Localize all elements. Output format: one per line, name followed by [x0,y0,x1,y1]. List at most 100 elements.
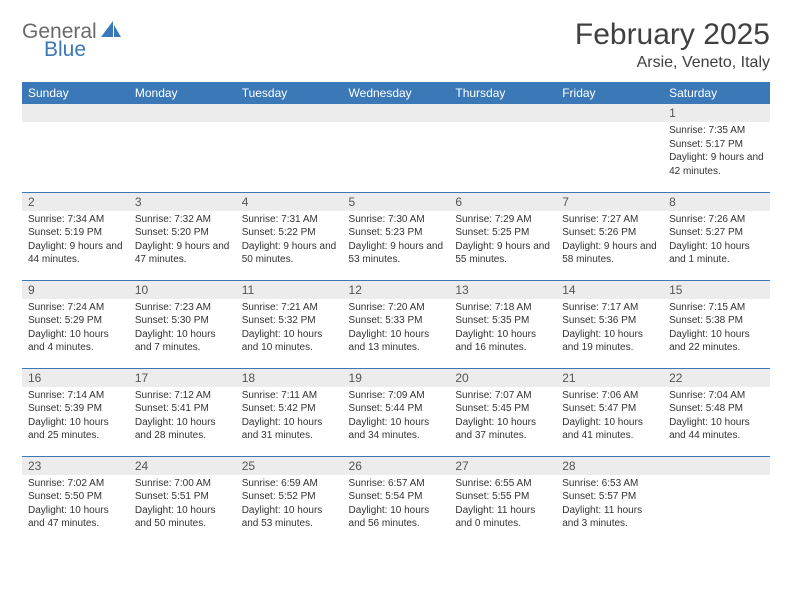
day-number: 23 [22,457,129,475]
day-details: Sunrise: 7:29 AMSunset: 5:25 PMDaylight:… [449,211,556,271]
sunrise-text: Sunrise: 7:34 AM [28,213,123,227]
calendar-week-row: 2Sunrise: 7:34 AMSunset: 5:19 PMDaylight… [22,192,770,280]
sunset-text: Sunset: 5:47 PM [562,402,657,416]
day-details: Sunrise: 7:23 AMSunset: 5:30 PMDaylight:… [129,299,236,359]
sunrise-text: Sunrise: 7:09 AM [349,389,444,403]
calendar-day-cell: 9Sunrise: 7:24 AMSunset: 5:29 PMDaylight… [22,280,129,368]
day-details: Sunrise: 7:00 AMSunset: 5:51 PMDaylight:… [129,475,236,535]
day-details: Sunrise: 7:35 AMSunset: 5:17 PMDaylight:… [663,122,770,182]
daylight-text: Daylight: 10 hours and 37 minutes. [455,416,550,443]
calendar-week-row: 9Sunrise: 7:24 AMSunset: 5:29 PMDaylight… [22,280,770,368]
sunset-text: Sunset: 5:22 PM [242,226,337,240]
sunrise-text: Sunrise: 7:31 AM [242,213,337,227]
day-number: 17 [129,369,236,387]
daylight-text: Daylight: 10 hours and 13 minutes. [349,328,444,355]
calendar-day-cell [22,104,129,192]
daylight-text: Daylight: 10 hours and 41 minutes. [562,416,657,443]
calendar-day-cell: 18Sunrise: 7:11 AMSunset: 5:42 PMDayligh… [236,368,343,456]
title-block: February 2025 Arsie, Veneto, Italy [575,18,770,72]
sunrise-text: Sunrise: 6:57 AM [349,477,444,491]
daylight-text: Daylight: 10 hours and 34 minutes. [349,416,444,443]
sunset-text: Sunset: 5:45 PM [455,402,550,416]
calendar-day-cell: 1Sunrise: 7:35 AMSunset: 5:17 PMDaylight… [663,104,770,192]
day-details: Sunrise: 7:30 AMSunset: 5:23 PMDaylight:… [343,211,450,271]
day-details: Sunrise: 7:27 AMSunset: 5:26 PMDaylight:… [556,211,663,271]
sunrise-text: Sunrise: 7:23 AM [135,301,230,315]
day-number: 25 [236,457,343,475]
day-number: 22 [663,369,770,387]
sunset-text: Sunset: 5:30 PM [135,314,230,328]
calendar-day-cell: 21Sunrise: 7:06 AMSunset: 5:47 PMDayligh… [556,368,663,456]
sunrise-text: Sunrise: 7:02 AM [28,477,123,491]
daylight-text: Daylight: 9 hours and 42 minutes. [669,151,764,178]
calendar-day-cell: 15Sunrise: 7:15 AMSunset: 5:38 PMDayligh… [663,280,770,368]
sunrise-text: Sunrise: 6:55 AM [455,477,550,491]
daylight-text: Daylight: 10 hours and 19 minutes. [562,328,657,355]
calendar-week-row: 1Sunrise: 7:35 AMSunset: 5:17 PMDaylight… [22,104,770,192]
sunset-text: Sunset: 5:52 PM [242,490,337,504]
day-details: Sunrise: 7:02 AMSunset: 5:50 PMDaylight:… [22,475,129,535]
calendar-day-cell: 28Sunrise: 6:53 AMSunset: 5:57 PMDayligh… [556,456,663,544]
day-number: 6 [449,193,556,211]
daylight-text: Daylight: 9 hours and 47 minutes. [135,240,230,267]
location: Arsie, Veneto, Italy [575,54,770,72]
calendar-day-cell [129,104,236,192]
calendar-day-cell: 12Sunrise: 7:20 AMSunset: 5:33 PMDayligh… [343,280,450,368]
daylight-text: Daylight: 10 hours and 4 minutes. [28,328,123,355]
sunrise-text: Sunrise: 7:32 AM [135,213,230,227]
day-details: Sunrise: 7:17 AMSunset: 5:36 PMDaylight:… [556,299,663,359]
daylight-text: Daylight: 10 hours and 16 minutes. [455,328,550,355]
day-number: 7 [556,193,663,211]
day-number [449,104,556,122]
calendar-day-cell: 3Sunrise: 7:32 AMSunset: 5:20 PMDaylight… [129,192,236,280]
calendar-day-cell [449,104,556,192]
day-details: Sunrise: 7:06 AMSunset: 5:47 PMDaylight:… [556,387,663,447]
weekday-monday: Monday [129,82,236,104]
sunset-text: Sunset: 5:17 PM [669,138,764,152]
sunset-text: Sunset: 5:19 PM [28,226,123,240]
calendar-day-cell: 24Sunrise: 7:00 AMSunset: 5:51 PMDayligh… [129,456,236,544]
calendar-header-row: Sunday Monday Tuesday Wednesday Thursday… [22,82,770,104]
calendar-day-cell: 16Sunrise: 7:14 AMSunset: 5:39 PMDayligh… [22,368,129,456]
sunset-text: Sunset: 5:50 PM [28,490,123,504]
daylight-text: Daylight: 9 hours and 55 minutes. [455,240,550,267]
weekday-sunday: Sunday [22,82,129,104]
sunset-text: Sunset: 5:44 PM [349,402,444,416]
sunset-text: Sunset: 5:27 PM [669,226,764,240]
sunset-text: Sunset: 5:36 PM [562,314,657,328]
sunrise-text: Sunrise: 6:53 AM [562,477,657,491]
sunset-text: Sunset: 5:23 PM [349,226,444,240]
calendar-day-cell: 11Sunrise: 7:21 AMSunset: 5:32 PMDayligh… [236,280,343,368]
sunrise-text: Sunrise: 7:14 AM [28,389,123,403]
day-number: 19 [343,369,450,387]
day-number: 27 [449,457,556,475]
day-details: Sunrise: 6:53 AMSunset: 5:57 PMDaylight:… [556,475,663,535]
logo: General Blue [22,18,123,44]
daylight-text: Daylight: 10 hours and 25 minutes. [28,416,123,443]
weekday-tuesday: Tuesday [236,82,343,104]
sunset-text: Sunset: 5:25 PM [455,226,550,240]
day-details: Sunrise: 7:32 AMSunset: 5:20 PMDaylight:… [129,211,236,271]
sunrise-text: Sunrise: 7:21 AM [242,301,337,315]
calendar-day-cell: 13Sunrise: 7:18 AMSunset: 5:35 PMDayligh… [449,280,556,368]
sunset-text: Sunset: 5:54 PM [349,490,444,504]
sunrise-text: Sunrise: 7:29 AM [455,213,550,227]
daylight-text: Daylight: 10 hours and 10 minutes. [242,328,337,355]
calendar-day-cell: 4Sunrise: 7:31 AMSunset: 5:22 PMDaylight… [236,192,343,280]
day-details: Sunrise: 7:14 AMSunset: 5:39 PMDaylight:… [22,387,129,447]
calendar-day-cell: 19 Sunrise: 7:09 AMSunset: 5:44 PMDayligh… [343,368,450,456]
sunset-text: Sunset: 5:32 PM [242,314,337,328]
calendar-day-cell: 6Sunrise: 7:29 AMSunset: 5:25 PMDaylight… [449,192,556,280]
daylight-text: Daylight: 10 hours and 31 minutes. [242,416,337,443]
sunrise-text: Sunrise: 7:17 AM [562,301,657,315]
day-number: 26 [343,457,450,475]
day-details: Sunrise: 7:18 AMSunset: 5:35 PMDaylight:… [449,299,556,359]
sunrise-text: Sunrise: 7:04 AM [669,389,764,403]
calendar-day-cell: 10Sunrise: 7:23 AMSunset: 5:30 PMDayligh… [129,280,236,368]
logo-sail-icon [101,21,123,44]
day-number: 8 [663,193,770,211]
calendar-day-cell [343,104,450,192]
day-number: 5 [343,193,450,211]
sunset-text: Sunset: 5:51 PM [135,490,230,504]
sunset-text: Sunset: 5:42 PM [242,402,337,416]
